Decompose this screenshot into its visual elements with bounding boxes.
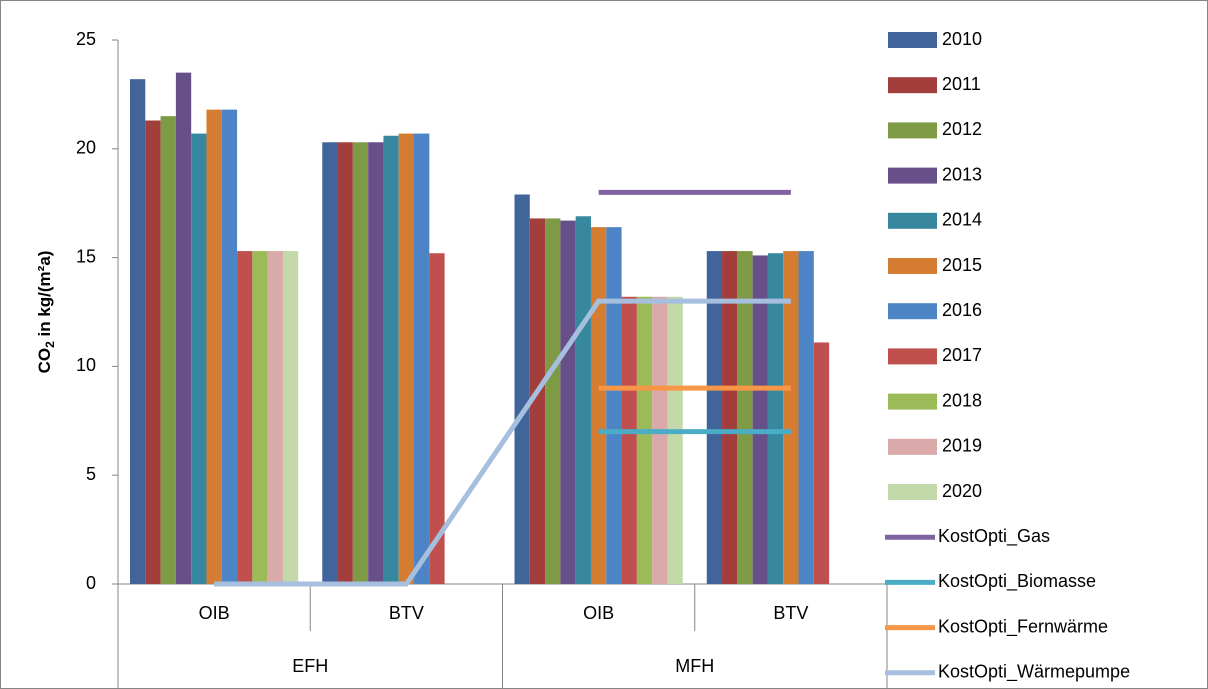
y-tick-label: 25	[76, 29, 96, 49]
legend-label: 2013	[942, 164, 982, 184]
bar	[282, 251, 299, 584]
legend-label: 2010	[942, 29, 982, 49]
bar	[813, 342, 830, 584]
legend-label: 2018	[942, 390, 982, 410]
x-tick-label: OIB	[199, 603, 230, 623]
bar	[337, 142, 353, 584]
bar	[414, 133, 430, 584]
bar	[429, 253, 445, 585]
legend-label: KostOpti_Wärmepumpe	[938, 662, 1130, 683]
bar	[737, 251, 753, 584]
legend-swatch	[888, 77, 937, 94]
bar	[636, 296, 653, 584]
bar	[722, 251, 738, 584]
legend-label: 2016	[942, 300, 982, 320]
legend-label: 2019	[942, 436, 982, 456]
bar	[191, 133, 207, 584]
bar	[621, 296, 637, 584]
legend-label: KostOpti_Gas	[938, 526, 1050, 547]
legend-swatch	[888, 167, 937, 184]
bar	[545, 218, 561, 584]
x-tick-label: OIB	[583, 603, 614, 623]
y-tick-label: 20	[76, 138, 96, 158]
bar	[383, 135, 399, 584]
x-tick-label: BTV	[773, 603, 808, 623]
y-tick-label: 5	[86, 464, 96, 484]
bar	[560, 220, 576, 584]
bar	[767, 253, 784, 585]
bar	[267, 251, 283, 584]
y-axis-label: CO2 in kg/(m²a)	[35, 251, 57, 374]
bar	[237, 251, 253, 584]
bar	[783, 251, 799, 584]
legend-label: KostOpti_Biomasse	[938, 571, 1096, 592]
bar	[145, 120, 161, 585]
legend-swatch	[888, 484, 937, 500]
legend-label: 2020	[942, 481, 982, 501]
y-tick-label: 0	[86, 573, 96, 593]
legend-swatch	[888, 303, 937, 320]
bar	[398, 133, 415, 584]
bar	[798, 251, 814, 584]
bar	[252, 251, 268, 584]
x-group-label: EFH	[292, 656, 328, 676]
bar	[606, 227, 622, 585]
y-tick-label: 10	[76, 355, 96, 375]
legend-swatch	[888, 393, 937, 410]
y-label-main: CO	[35, 348, 54, 374]
y-label-rest: in kg/(m²a)	[35, 251, 54, 342]
legend-label: 2011	[942, 74, 981, 94]
bar	[160, 116, 176, 584]
legend-swatch	[888, 32, 937, 48]
legend-swatch	[888, 348, 937, 365]
line-series	[214, 298, 791, 587]
legend-swatch	[888, 212, 937, 229]
legend-label: 2017	[942, 345, 982, 365]
y-tick-label: 15	[76, 246, 96, 266]
bar	[590, 227, 607, 585]
y-label-sub: 2	[43, 341, 57, 348]
legend-label: KostOpti_Fernwärme	[938, 616, 1108, 637]
bar	[322, 142, 338, 584]
legend-label: 2014	[942, 210, 982, 230]
x-group-label: MFH	[675, 656, 714, 676]
bar	[752, 255, 768, 584]
legend-swatch	[888, 122, 937, 139]
bar	[706, 251, 723, 584]
bar	[667, 296, 683, 584]
legend-swatch	[888, 258, 937, 274]
legend-swatch	[888, 438, 937, 455]
bar	[221, 109, 238, 584]
bar	[175, 72, 192, 584]
bar	[514, 194, 530, 584]
legend-label: 2012	[942, 119, 982, 139]
bar	[130, 79, 146, 584]
legend-label: 2015	[942, 255, 982, 275]
bar	[368, 142, 384, 584]
bar	[206, 109, 222, 584]
bar	[575, 216, 591, 585]
bar	[652, 296, 668, 584]
bar	[529, 218, 546, 584]
bar	[352, 142, 369, 584]
x-tick-label: BTV	[389, 603, 424, 623]
